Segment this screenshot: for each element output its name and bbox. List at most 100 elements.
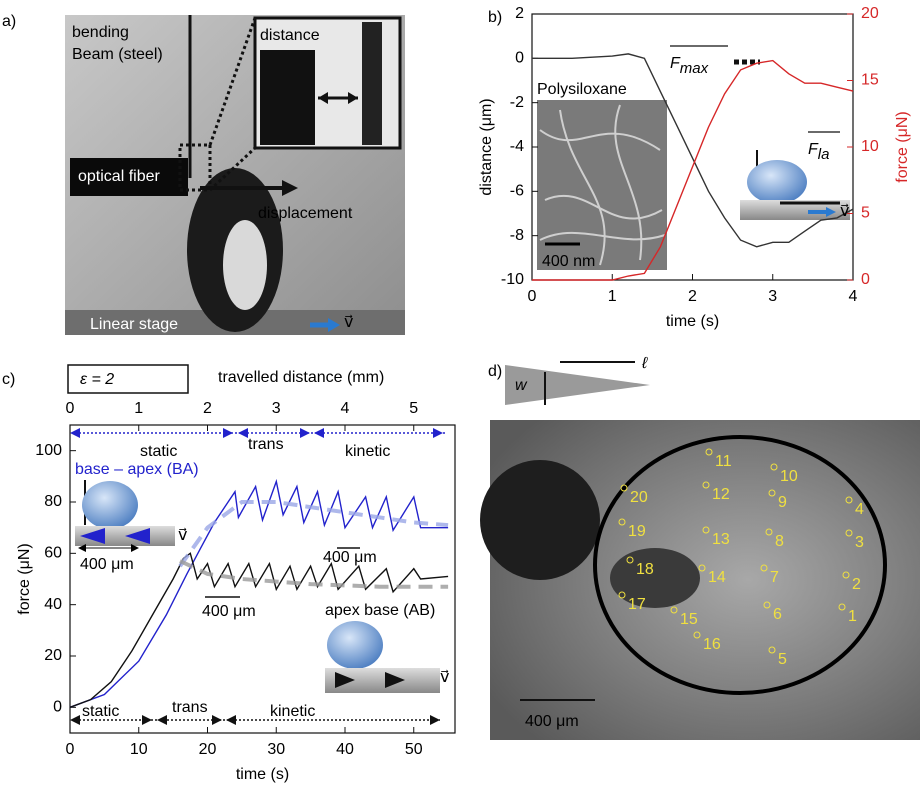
x-axis-label: time (s) [236, 766, 289, 783]
annotation: static [140, 443, 177, 460]
series-line [180, 502, 448, 566]
annotation: v⃗ [178, 527, 187, 544]
annotation: kinetic [270, 703, 315, 720]
figure: a)b)c)d)bendingBeam (steel)distanceoptic… [0, 0, 924, 796]
y-tick-label: -10 [501, 271, 524, 288]
marker-label: 2 [852, 576, 861, 593]
x-tick-label: 50 [405, 741, 423, 758]
marker-label: 3 [855, 534, 864, 551]
annotation: 400 μm [80, 556, 134, 573]
annotation-sub: max [680, 60, 709, 77]
series-label: base – apex (BA) [75, 461, 199, 478]
photo-label: ℓ [641, 355, 648, 372]
marker-label: 12 [712, 486, 730, 503]
y-axis-label: distance (μm) [478, 98, 495, 195]
annotation: Polysiloxane [537, 81, 627, 98]
photo-label: 400 μm [525, 713, 579, 730]
y-tick-label: 0 [53, 699, 62, 716]
y-tick-label: -4 [510, 138, 524, 155]
marker-label: 13 [712, 531, 730, 548]
y2-tick-label: 5 [861, 205, 870, 222]
x2-tick-label: 3 [272, 400, 281, 417]
x-tick-label: 0 [528, 288, 537, 305]
annotation: Fmax [670, 55, 709, 77]
y-tick-label: -6 [510, 183, 524, 200]
droplet-c-ba [75, 480, 175, 552]
y-tick-label: -2 [510, 94, 524, 111]
x-tick-label: 3 [768, 288, 777, 305]
y2-axis-label: force (μN) [894, 111, 911, 182]
marker-label: 6 [773, 606, 782, 623]
y-tick-label: 2 [515, 5, 524, 22]
x2-tick-label: 5 [409, 400, 418, 417]
marker-label: 8 [775, 533, 784, 550]
x-tick-label: 2 [688, 288, 697, 305]
photo-label: optical fiber [78, 168, 160, 185]
panel-label: c) [2, 371, 15, 388]
marker-label: 7 [770, 569, 779, 586]
photo-label: v⃗ [344, 314, 353, 331]
series-line [180, 561, 448, 587]
x-axis-label: time (s) [666, 313, 719, 330]
marker-label: 5 [778, 651, 787, 668]
y2-tick-label: 20 [861, 5, 879, 22]
annotation: v⃗ [440, 669, 449, 686]
marker-label: 20 [630, 489, 648, 506]
y-tick-label: 60 [44, 545, 62, 562]
annotation: ε = 2 [80, 371, 114, 388]
marker-label: 18 [636, 561, 654, 578]
marker-label: 17 [628, 596, 646, 613]
panel-label: a) [2, 13, 16, 30]
x2-tick-label: 0 [66, 400, 75, 417]
x2-tick-label: 2 [203, 400, 212, 417]
photo-label: bending [72, 24, 129, 41]
annotation: trans [172, 699, 208, 716]
x2-axis-label: travelled distance (mm) [218, 369, 384, 386]
y-axis-label: force (μN) [16, 543, 33, 614]
x-tick-label: 1 [608, 288, 617, 305]
photo-label: w [515, 377, 528, 394]
marker-label: 16 [703, 636, 721, 653]
y-tick-label: 0 [515, 50, 524, 67]
marker-label: 9 [778, 494, 787, 511]
annotation: 400 μm [202, 603, 256, 620]
x-tick-label: 20 [199, 741, 217, 758]
annotation: 400 nm [542, 253, 595, 270]
y-tick-label: 100 [35, 442, 62, 459]
y-tick-label: 40 [44, 596, 62, 613]
inset-sem [537, 100, 667, 270]
marker-label: 14 [708, 569, 726, 586]
marker-label: 11 [715, 453, 732, 470]
annotation: Fla [808, 141, 829, 163]
x-tick-label: 0 [66, 741, 75, 758]
annotation: v⃗ [840, 203, 849, 220]
y2-tick-label: 15 [861, 72, 879, 89]
y-tick-label: -8 [510, 227, 524, 244]
annotation: static [82, 703, 119, 720]
marker-label: 15 [680, 611, 698, 628]
x2-tick-label: 4 [341, 400, 350, 417]
x-tick-label: 4 [849, 288, 858, 305]
annotation: trans [248, 436, 284, 453]
x2-tick-label: 1 [134, 400, 143, 417]
droplet-c-ab [325, 621, 440, 693]
photo-label: Linear stage [90, 316, 178, 333]
annotation-sub: la [818, 146, 830, 163]
y-tick-label: 20 [44, 647, 62, 664]
x-tick-label: 10 [130, 741, 148, 758]
series-label: apex base (AB) [325, 602, 435, 619]
annotation: kinetic [345, 443, 390, 460]
y2-tick-label: 10 [861, 138, 879, 155]
y-tick-label: 80 [44, 493, 62, 510]
panel-label: b) [488, 9, 502, 26]
y2-tick-label: 0 [861, 271, 870, 288]
x-tick-label: 40 [336, 741, 354, 758]
photo-d [480, 362, 920, 740]
marker-label: 19 [628, 523, 646, 540]
x-tick-label: 30 [267, 741, 285, 758]
photo-label: displacement [258, 205, 353, 222]
marker-label: 4 [855, 501, 864, 518]
photo-label: distance [260, 27, 320, 44]
marker-label: 10 [780, 468, 798, 485]
panel-label: d) [488, 363, 502, 380]
